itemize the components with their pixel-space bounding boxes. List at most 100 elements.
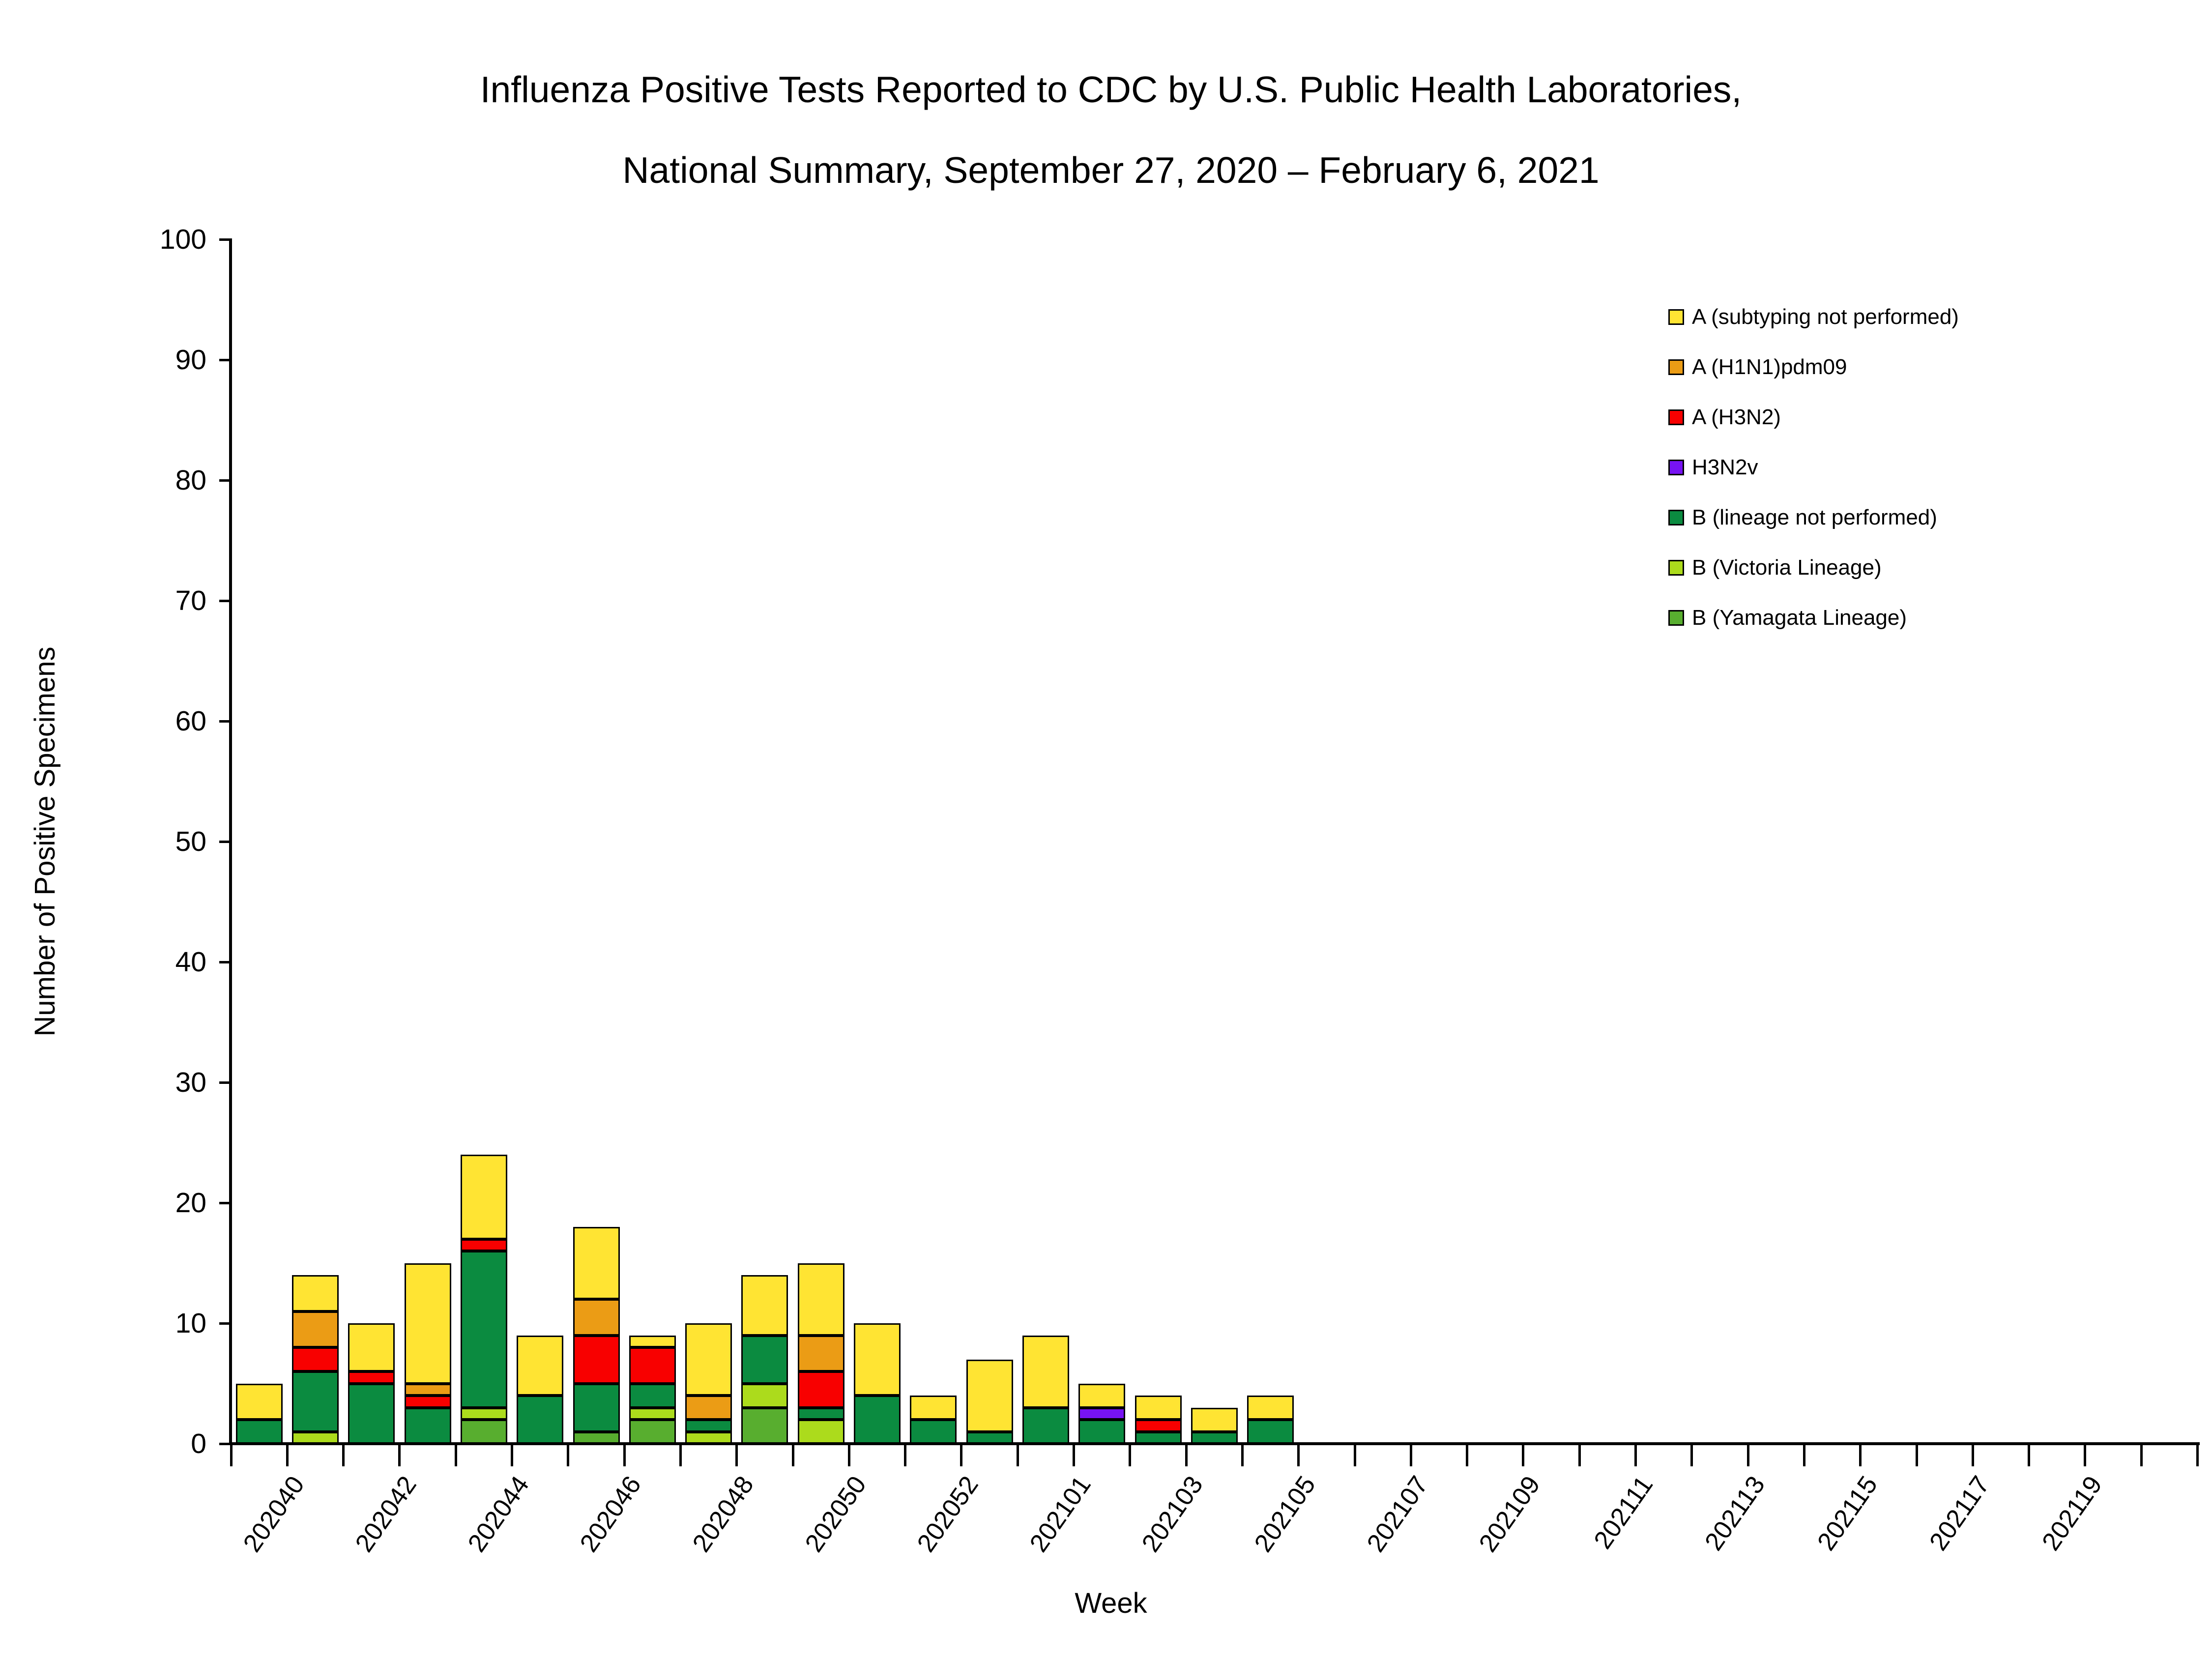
x-tick — [1129, 1444, 1132, 1466]
y-tick — [219, 1081, 231, 1084]
y-tick-label: 50 — [175, 826, 206, 857]
x-tick-label: 202040 — [237, 1471, 310, 1557]
x-tick — [398, 1444, 401, 1466]
bar-segment-202048 — [685, 1431, 732, 1444]
bar-segment-202048 — [685, 1323, 732, 1396]
bar-segment-202041 — [292, 1371, 339, 1432]
bar-segment-202042 — [348, 1383, 395, 1444]
x-tick-label: 202115 — [1812, 1471, 1883, 1556]
bar-segment-202048 — [685, 1396, 732, 1420]
y-tick-label: 60 — [175, 705, 206, 737]
bar-segment-202050 — [797, 1420, 844, 1444]
x-tick — [847, 1444, 850, 1466]
x-tick — [623, 1444, 626, 1466]
legend-swatch — [1668, 560, 1684, 576]
x-tick-label: 202111 — [1588, 1471, 1659, 1554]
x-tick — [1466, 1444, 1469, 1466]
bar-segment-202047 — [629, 1407, 676, 1420]
x-tick — [679, 1444, 682, 1466]
bar-segment-202047 — [629, 1420, 676, 1444]
bar-segment-202102 — [1078, 1420, 1126, 1444]
legend-label: H3N2v — [1692, 455, 1758, 479]
bar-segment-202048 — [685, 1420, 732, 1432]
x-axis-title: Week — [1075, 1587, 1147, 1619]
legend-label: A (H3N2) — [1692, 405, 1781, 429]
bar-segment-202049 — [741, 1275, 788, 1336]
bar-segment-202041 — [292, 1275, 339, 1311]
x-tick-label: 202109 — [1474, 1471, 1546, 1557]
bar-segment-202047 — [629, 1383, 676, 1408]
bar-segment-202049 — [741, 1335, 788, 1384]
x-tick — [1297, 1444, 1300, 1466]
y-tick-label: 10 — [175, 1308, 206, 1339]
x-tick — [2084, 1444, 2087, 1466]
legend-label: A (H1N1)pdm09 — [1692, 355, 1847, 379]
chart-title-line2: National Summary, September 27, 2020 – F… — [622, 149, 1600, 191]
x-tick — [2028, 1444, 2031, 1466]
y-tick-label: 20 — [175, 1187, 206, 1219]
y-tick — [219, 599, 231, 602]
bar-segment-202050 — [797, 1263, 844, 1336]
y-tick — [219, 1322, 231, 1325]
legend-label: B (Yamagata Lineage) — [1692, 606, 1907, 630]
bar-segment-202043 — [404, 1407, 451, 1444]
bar-segment-202041 — [292, 1311, 339, 1347]
x-tick — [2140, 1444, 2143, 1466]
bar-segment-202046 — [573, 1431, 620, 1444]
bar-segment-202103 — [1135, 1396, 1182, 1420]
legend-label: B (lineage not performed) — [1692, 505, 1937, 529]
x-tick — [1241, 1444, 1244, 1466]
y-tick — [219, 960, 231, 963]
bar-segment-202050 — [797, 1335, 844, 1371]
x-tick — [511, 1444, 513, 1466]
x-tick-label: 202103 — [1136, 1471, 1209, 1557]
bar-segment-202103 — [1135, 1420, 1182, 1432]
bar-segment-202044 — [460, 1420, 507, 1444]
y-tick — [219, 840, 231, 843]
bar-segment-202050 — [797, 1371, 844, 1408]
legend-swatch — [1668, 409, 1684, 425]
chart-title-line1: Influenza Positive Tests Reported to CDC… — [480, 69, 1742, 110]
bar-segment-202104 — [1191, 1431, 1238, 1444]
legend-swatch — [1668, 359, 1684, 375]
x-tick — [1971, 1444, 1974, 1466]
bar-segment-202101 — [1022, 1335, 1069, 1408]
legend-swatch — [1668, 460, 1684, 475]
x-tick — [1353, 1444, 1356, 1466]
bar-segment-202104 — [1191, 1407, 1238, 1432]
bar-segment-202049 — [741, 1383, 788, 1408]
bar-segment-202041 — [292, 1431, 339, 1444]
bar-segment-202043 — [404, 1396, 451, 1408]
x-axis-line — [229, 1442, 2200, 1445]
bar-segment-202053 — [966, 1359, 1013, 1432]
bar-segment-202105 — [1247, 1396, 1294, 1420]
y-tick-label: 90 — [175, 344, 206, 376]
legend-label: B (Victoria Lineage) — [1692, 555, 1882, 580]
legend-swatch — [1668, 309, 1684, 325]
bar-segment-202045 — [517, 1335, 564, 1396]
bar-segment-202040 — [235, 1420, 283, 1444]
bar-segment-202044 — [460, 1155, 507, 1239]
x-tick-label: 202107 — [1361, 1471, 1434, 1557]
x-tick-label: 202117 — [1924, 1471, 1996, 1556]
bar-segment-202043 — [404, 1383, 451, 1396]
x-tick-label: 202048 — [687, 1471, 759, 1557]
bar-segment-202047 — [629, 1347, 676, 1384]
x-tick — [1409, 1444, 1412, 1466]
y-tick — [219, 720, 231, 723]
bar-segment-202103 — [1135, 1431, 1182, 1444]
bar-segment-202053 — [966, 1431, 1013, 1444]
legend-swatch — [1668, 510, 1684, 525]
x-tick — [286, 1444, 289, 1466]
bar-segment-202051 — [854, 1396, 901, 1444]
legend-swatch — [1668, 610, 1684, 626]
x-tick — [1016, 1444, 1019, 1466]
y-tick-label: 40 — [175, 946, 206, 978]
x-tick-label: 202042 — [350, 1471, 423, 1557]
bar-segment-202042 — [348, 1323, 395, 1371]
x-tick — [735, 1444, 738, 1466]
bar-segment-202102 — [1078, 1407, 1126, 1420]
bar-segment-202046 — [573, 1299, 620, 1336]
bar-segment-202050 — [797, 1407, 844, 1420]
bar-segment-202044 — [460, 1239, 507, 1251]
